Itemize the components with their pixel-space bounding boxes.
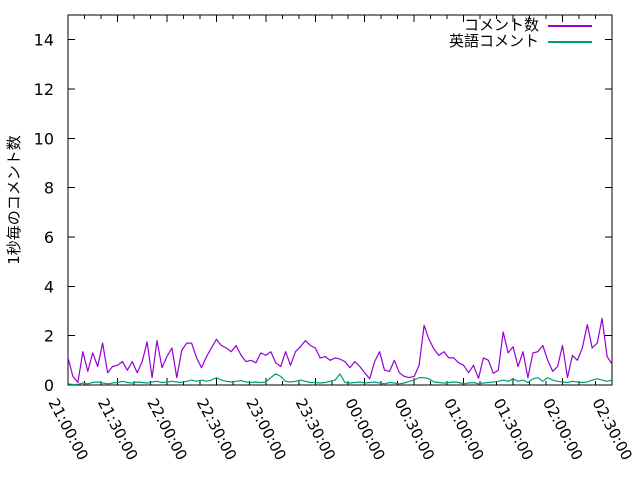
legend: コメント数 英語コメント xyxy=(0,18,592,49)
y-tick-label: 10 xyxy=(34,129,54,148)
y-tick-label: 0 xyxy=(44,376,54,395)
series-line-comments xyxy=(67,317,613,384)
y-axis-title: 1秒毎のコメント数 xyxy=(5,135,23,265)
plot-border xyxy=(67,14,613,386)
x-tick-label: 00:30:00 xyxy=(391,395,439,463)
y-tick-labels: 0 2 4 6 8 10 12 14 xyxy=(34,31,54,395)
x-tick-label: 22:30:00 xyxy=(193,395,241,463)
y-tick-label: 4 xyxy=(44,277,54,296)
y-tick-label: 14 xyxy=(34,31,54,50)
legend-label-english-comments: 英語コメント xyxy=(448,32,539,50)
y-tick-label: 6 xyxy=(44,228,54,247)
x-tick-label: 02:30:00 xyxy=(588,395,636,463)
x-tick-labels: 21:00:00 21:30:00 22:00:00 22:30:00 23:00:00… xyxy=(44,395,636,463)
series-line-english-comments xyxy=(67,373,613,386)
x-tick-label: 02:00:00 xyxy=(539,395,587,463)
y-tick-label: 8 xyxy=(44,179,54,198)
x-axis-ticks xyxy=(67,15,613,385)
y-axis-ticks xyxy=(68,39,612,386)
x-tick-label: 21:00:00 xyxy=(44,395,92,463)
legend-label-comments: コメント数 xyxy=(463,16,539,34)
legend-item-comments: コメント数 xyxy=(464,18,592,33)
legend-item-english-comments: 英語コメント xyxy=(449,34,592,49)
x-tick-label: 22:00:00 xyxy=(143,395,191,463)
x-tick-label: 00:00:00 xyxy=(341,395,389,463)
legend-line-sample-english-comments xyxy=(548,40,592,43)
y-tick-label: 2 xyxy=(44,327,54,346)
x-tick-label: 01:00:00 xyxy=(440,395,488,463)
x-tick-label: 01:30:00 xyxy=(490,395,538,463)
legend-line-sample-comments xyxy=(548,24,592,27)
x-tick-label: 23:30:00 xyxy=(292,395,340,463)
x-tick-label: 21:30:00 xyxy=(94,395,142,463)
y-tick-label: 12 xyxy=(34,80,54,99)
x-tick-label: 23:00:00 xyxy=(242,395,290,463)
